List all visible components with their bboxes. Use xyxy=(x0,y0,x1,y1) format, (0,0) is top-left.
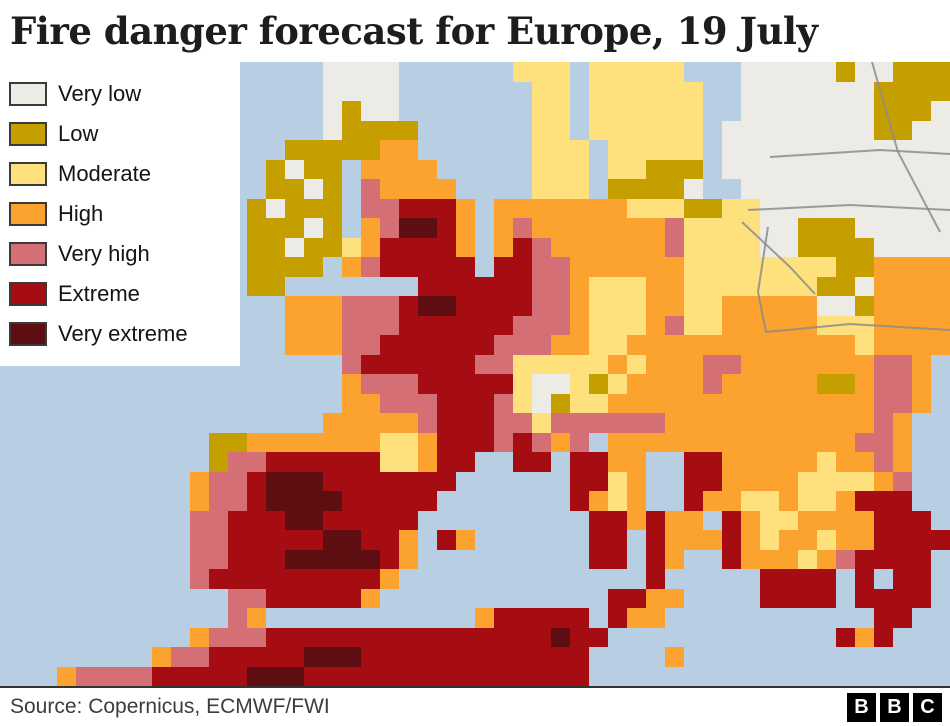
source-text: Source: Copernicus, ECMWF/FWI xyxy=(10,695,330,718)
legend-swatch-4 xyxy=(9,242,47,266)
fire-danger-map: Very low Low Moderate High Very high Extreme V… xyxy=(0,62,950,686)
legend-swatch-5 xyxy=(9,282,47,306)
bbc-logo-block-2: C xyxy=(913,692,942,722)
legend-item-extreme: Extreme xyxy=(9,274,240,314)
legend-swatch-3 xyxy=(9,202,47,226)
map-legend: Very low Low Moderate High Very high Extreme V… xyxy=(0,62,240,366)
legend-label-6: Very extreme xyxy=(58,321,188,346)
legend-swatch-2 xyxy=(9,162,47,186)
legend-swatch-6 xyxy=(9,322,47,346)
legend-swatch-1 xyxy=(9,122,47,146)
legend-label-4: Very high xyxy=(58,241,150,266)
page-title: Fire danger forecast for Europe, 19 July xyxy=(10,9,818,53)
bbc-logo-block-1: B xyxy=(880,692,909,722)
legend-label-0: Very low xyxy=(58,81,142,106)
legend-label-5: Extreme xyxy=(58,281,140,306)
legend-label-3: High xyxy=(58,201,104,226)
header: Fire danger forecast for Europe, 19 July xyxy=(0,0,950,62)
legend-item-very-low: Very low xyxy=(9,74,240,114)
legend-label-2: Moderate xyxy=(58,161,151,186)
bbc-logo-block-0: B xyxy=(847,692,876,722)
legend-item-very-extreme: Very extreme xyxy=(9,314,240,354)
legend-item-very-high: Very high xyxy=(9,234,240,274)
legend-label-1: Low xyxy=(58,121,99,146)
legend-swatch-0 xyxy=(9,82,47,106)
legend-item-high: High xyxy=(9,194,240,234)
legend-item-moderate: Moderate xyxy=(9,154,240,194)
legend-item-low: Low xyxy=(9,114,240,154)
